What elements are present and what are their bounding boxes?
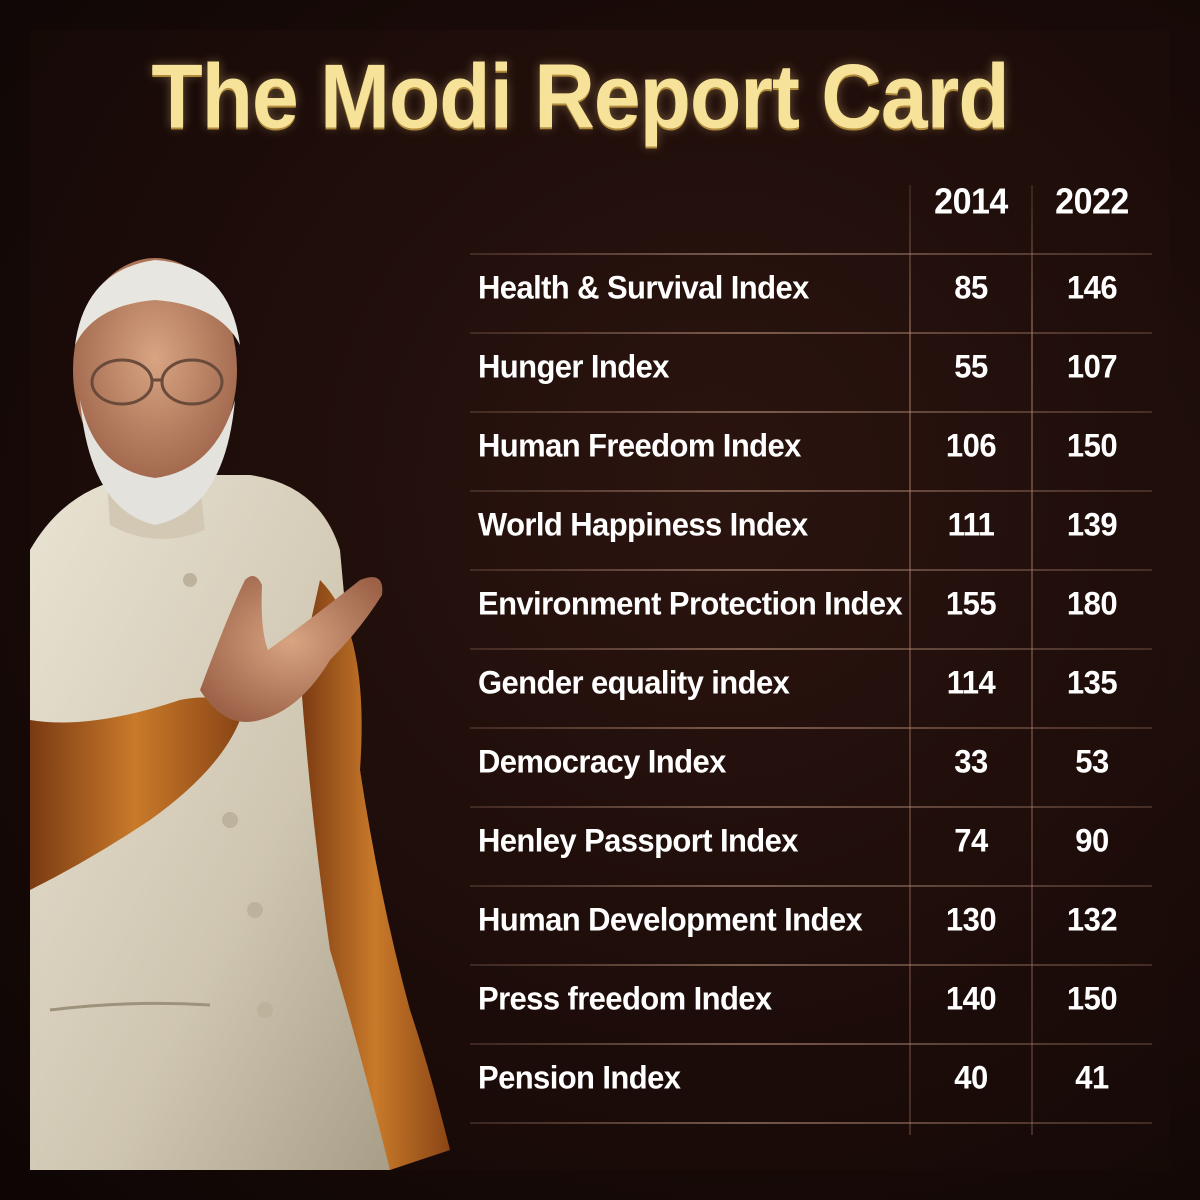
table-cell: 132 xyxy=(1066,901,1118,938)
row-divider xyxy=(470,332,1152,334)
row-divider xyxy=(470,806,1152,808)
row-label: Health & Survival Index xyxy=(478,269,809,306)
row-divider xyxy=(470,253,1152,255)
row-divider xyxy=(470,648,1152,650)
table-cell: 146 xyxy=(1066,269,1118,306)
row-label: Environment Protection Index xyxy=(478,585,903,622)
column-divider xyxy=(909,185,911,1135)
row-label: World Happiness Index xyxy=(478,506,808,543)
row-divider xyxy=(470,885,1152,887)
row-label: Pension Index xyxy=(478,1059,681,1096)
table-cell: 53 xyxy=(1075,743,1109,780)
row-label: Press freedom Index xyxy=(478,980,772,1017)
column-divider xyxy=(1031,185,1033,1135)
table-cell: 74 xyxy=(954,822,988,859)
row-divider xyxy=(470,1122,1152,1124)
row-divider xyxy=(470,569,1152,571)
table-cell: 150 xyxy=(1066,980,1118,1017)
row-divider xyxy=(470,964,1152,966)
row-divider xyxy=(470,490,1152,492)
table-cell: 135 xyxy=(1066,664,1118,701)
table-cell: 90 xyxy=(1075,822,1109,859)
row-divider xyxy=(470,727,1152,729)
row-label: Hunger Index xyxy=(478,348,669,385)
table-cell: 150 xyxy=(1066,427,1118,464)
row-divider xyxy=(470,411,1152,413)
table-cell: 155 xyxy=(945,585,997,622)
portrait-illustration xyxy=(30,258,450,1170)
table-cell: 33 xyxy=(954,743,988,780)
table-cell: 107 xyxy=(1066,348,1118,385)
table-cell: 139 xyxy=(1066,506,1118,543)
row-label: Henley Passport Index xyxy=(478,822,799,859)
row-label: Democracy Index xyxy=(478,743,726,780)
row-label: Human Development Index xyxy=(478,901,863,938)
table-cell: 40 xyxy=(954,1059,988,1096)
table-cell: 180 xyxy=(1066,585,1118,622)
page-title: The Modi Report Card xyxy=(151,45,1009,147)
table-cell: 114 xyxy=(946,664,996,701)
table-cell: 111 xyxy=(947,506,995,543)
table-cell: 106 xyxy=(945,427,997,464)
column-header: 2014 xyxy=(934,182,1008,222)
table-cell: 130 xyxy=(945,901,997,938)
row-label: Gender equality index xyxy=(478,664,790,701)
table-cell: 140 xyxy=(945,980,997,1017)
table-cell: 55 xyxy=(954,348,988,385)
row-label: Human Freedom Index xyxy=(478,427,801,464)
table-cell: 41 xyxy=(1075,1059,1109,1096)
column-header: 2022 xyxy=(1055,182,1129,222)
table-cell: 85 xyxy=(954,269,988,306)
row-divider xyxy=(470,1043,1152,1045)
